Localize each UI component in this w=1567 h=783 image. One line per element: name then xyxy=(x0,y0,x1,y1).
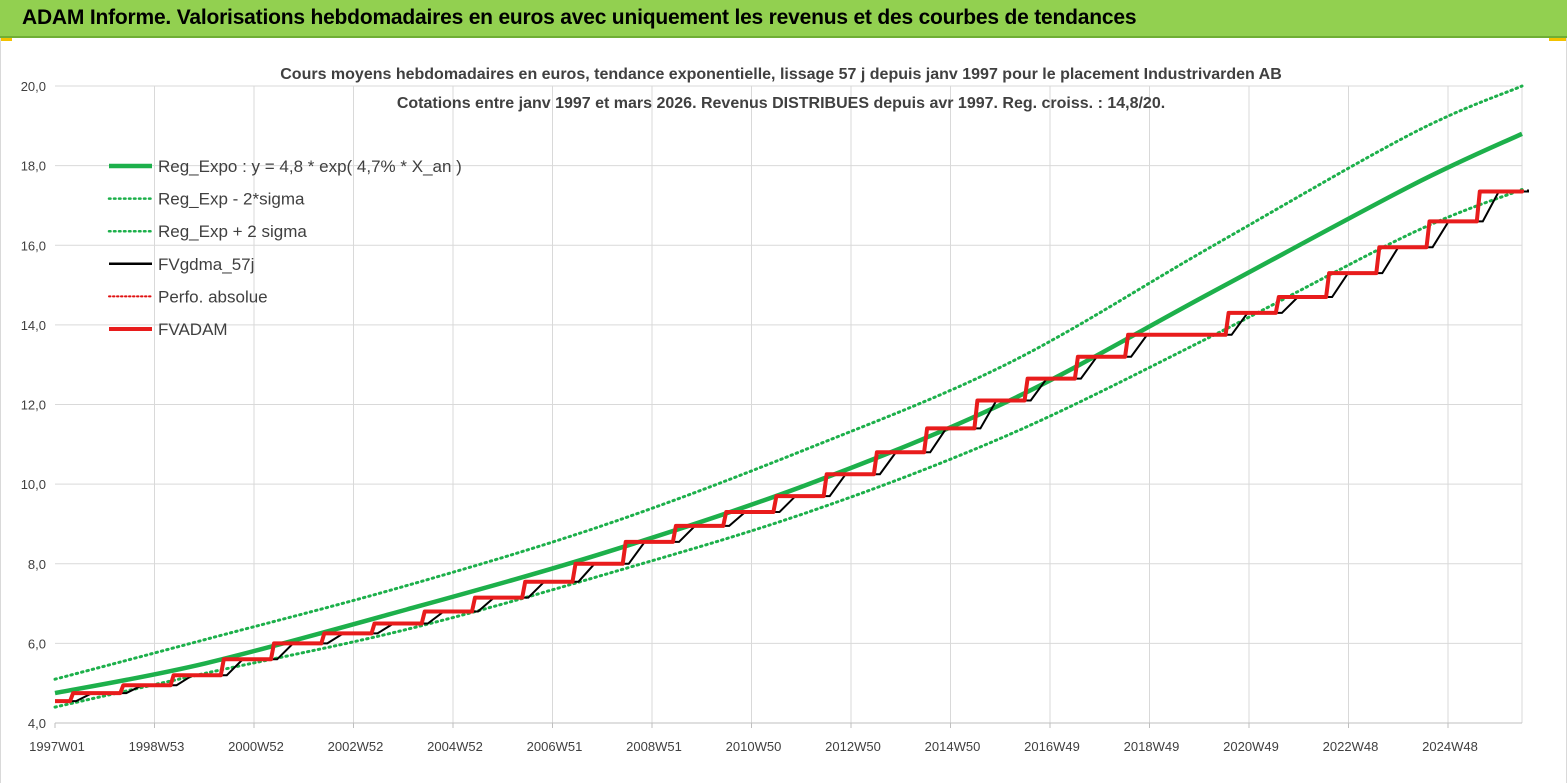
chart-subtitle: Cotations entre janv 1997 et mars 2026. … xyxy=(397,95,1165,112)
series-reg-exp-plus-2sigma xyxy=(53,84,1524,681)
y-tick-label: 18,0 xyxy=(21,159,46,174)
x-tick-label: 2022W48 xyxy=(1323,739,1379,754)
chart-title: Cours moyens hebdomadaires en euros, ten… xyxy=(280,66,1282,83)
legend-label: Perfo. absolue xyxy=(158,287,268,306)
series-fvadam xyxy=(55,189,1524,704)
y-tick-label: 4,0 xyxy=(28,716,46,731)
x-axis-tick-labels: 1997W01 1998W53 2000W52 2002W52 2004W52 2006W… xyxy=(29,739,1478,754)
x-tick-label: 2012W50 xyxy=(825,739,881,754)
chart-legend: Reg_Expo : y = 4,8 * exp( 4,7% * X_an ) R… xyxy=(107,157,462,339)
y-tick-label: 12,0 xyxy=(21,398,46,413)
x-tick-label: 2014W50 xyxy=(925,739,981,754)
x-tick-label: 2006W51 xyxy=(527,739,583,754)
y-tick-label: 14,0 xyxy=(21,318,46,333)
series-reg-expo xyxy=(54,131,1523,696)
x-tick-label: 1997W01 xyxy=(29,739,85,754)
y-tick-label: 6,0 xyxy=(28,636,46,651)
x-tick-label: 2004W52 xyxy=(427,739,483,754)
legend-label: FVgdma_57j xyxy=(158,255,254,274)
corner-mark-right xyxy=(1549,38,1567,41)
legend-label: Reg_Exp + 2 sigma xyxy=(158,222,307,241)
x-tick-label: 2020W49 xyxy=(1223,739,1279,754)
y-tick-label: 10,0 xyxy=(21,477,46,492)
x-tick-label: 2002W52 xyxy=(328,739,384,754)
series-fvgdma-57j xyxy=(61,189,1529,703)
legend-label: Reg_Exp - 2*sigma xyxy=(158,190,305,209)
report-title: ADAM Informe. Valorisations hebdomadaire… xyxy=(22,6,1137,29)
x-tick-label: 2008W51 xyxy=(626,739,682,754)
y-axis-tick-labels: 4,0 6,0 8,0 10,0 12,0 14,0 16,0 18,0 20,0 xyxy=(21,79,46,731)
legend-label: FVADAM xyxy=(158,320,228,339)
report-banner: ADAM Informe. Valorisations hebdomadaire… xyxy=(0,0,1567,38)
x-tick-label: 2018W49 xyxy=(1124,739,1180,754)
y-tick-label: 16,0 xyxy=(21,238,46,253)
x-tick-label: 2010W50 xyxy=(726,739,782,754)
x-tick-label: 2024W48 xyxy=(1422,739,1478,754)
x-tick-label: 2016W49 xyxy=(1024,739,1080,754)
series-reg-exp-minus-2sigma xyxy=(53,188,1524,709)
y-tick-label: 8,0 xyxy=(28,557,46,572)
corner-mark-left xyxy=(0,38,12,41)
chart-series xyxy=(53,84,1529,709)
x-tick-label: 1998W53 xyxy=(129,739,185,754)
legend-label: Reg_Expo : y = 4,8 * exp( 4,7% * X_an ) xyxy=(158,157,462,176)
x-tick-label: 2000W52 xyxy=(228,739,284,754)
chart-grid xyxy=(55,85,1523,723)
chart-axes xyxy=(54,722,1522,728)
y-tick-label: 20,0 xyxy=(21,79,46,94)
